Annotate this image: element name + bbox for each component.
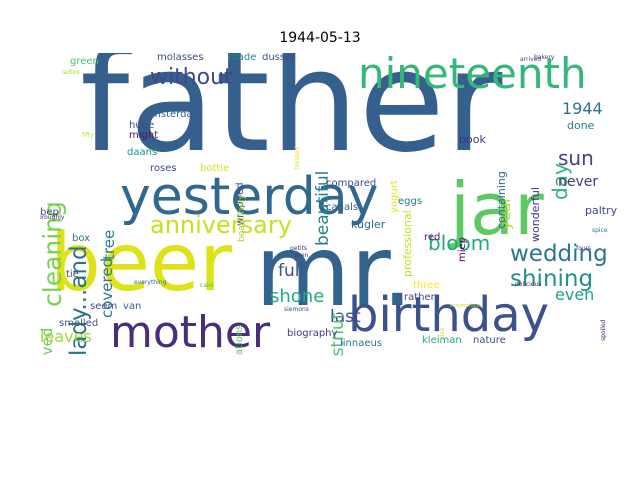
cloud-word: bep xyxy=(40,207,59,218)
cloud-word: rather xyxy=(404,292,435,303)
cloud-word: carnations xyxy=(234,324,245,356)
cloud-word: made xyxy=(228,53,257,63)
cloud-word: professional xyxy=(401,210,414,277)
cloud-word: fours xyxy=(576,245,592,252)
cloud-word: van xyxy=(123,301,142,312)
word-cloud: father beer mr. jar yesterday mother birthday n… xyxy=(40,53,620,356)
cloud-word: never xyxy=(558,174,599,190)
cloud-word: book xyxy=(459,133,486,146)
cloud-word: roses xyxy=(150,163,177,174)
cloud-word: kleiman xyxy=(422,335,462,346)
cloud-word: full xyxy=(278,261,305,281)
cloud-word: canals xyxy=(326,202,359,213)
cloud-word: jar xyxy=(450,167,544,251)
cloud-word: tie xyxy=(66,269,79,280)
cloud-word: arrived xyxy=(520,56,542,63)
cloud-word: red xyxy=(424,232,441,243)
cloud-word: smelled xyxy=(59,318,99,329)
cloud-word: anniversary xyxy=(150,211,292,239)
cloud-word: siemons xyxy=(284,306,309,313)
cloud-word: scrumptious xyxy=(450,303,481,309)
cloud-word: without xyxy=(150,65,233,90)
page-title: 1944-05-13 xyxy=(279,30,361,46)
cloud-word: spoiled xyxy=(600,319,607,342)
cloud-word: thoroughly xyxy=(40,214,65,221)
cloud-word: also xyxy=(439,327,446,340)
cloud-word: huge xyxy=(129,120,155,131)
cloud-word: beautifully xyxy=(237,194,247,243)
cloud-word: cake xyxy=(200,282,214,289)
cloud-word: everything xyxy=(134,279,167,286)
cloud-word: paltry xyxy=(585,204,618,217)
cloud-word: sun xyxy=(558,146,594,170)
cloud-word: delicious xyxy=(515,281,542,288)
cloud-word: mother xyxy=(110,307,271,356)
cloud-word: bakery xyxy=(534,54,555,61)
cloud-word: nature xyxy=(473,335,506,346)
cloud-word: nineteenth xyxy=(358,53,587,98)
cloud-word: petits xyxy=(290,245,307,252)
cloud-word: three xyxy=(413,280,440,291)
cloud-word: amsterdam xyxy=(145,109,203,120)
cloud-word: bloom xyxy=(428,231,491,255)
cloud-word: might xyxy=(129,130,159,141)
cloud-word: men xyxy=(295,252,309,259)
cloud-word: miep xyxy=(457,236,468,262)
cloud-word: birthday xyxy=(348,287,550,343)
cloud-word: bottle xyxy=(200,163,230,174)
cloud-word: beer xyxy=(50,216,233,309)
cloud-word: yesterday xyxy=(120,167,379,227)
cloud-word: biography xyxy=(287,328,338,339)
cloud-word: seem xyxy=(90,301,118,312)
cloud-word: spice xyxy=(592,227,608,234)
cloud-word: last xyxy=(330,307,361,327)
cloud-word: leaves xyxy=(40,327,92,346)
cloud-word: linnaeus xyxy=(340,338,383,349)
cloud-word: ladies xyxy=(62,69,80,76)
cloud-word: green xyxy=(70,56,99,67)
cloud-word: eggs xyxy=(398,196,423,207)
cloud-word: fifty xyxy=(82,132,94,139)
cloud-word: treated xyxy=(294,147,301,170)
cloud-word: mr. xyxy=(255,215,413,329)
cloud-word: containing xyxy=(495,171,508,230)
cloud-word: box xyxy=(72,233,91,244)
cloud-word: shining xyxy=(510,266,594,292)
cloud-word: shone xyxy=(270,286,325,307)
cloud-word: dussel xyxy=(262,53,295,63)
cloud-word: compared xyxy=(326,178,377,189)
cloud-word: done xyxy=(567,119,595,132)
cloud-word: wedding xyxy=(510,241,608,267)
cloud-word: 1944 xyxy=(562,99,603,118)
cloud-word: father xyxy=(80,53,503,184)
cloud-word: wonderful xyxy=(529,187,542,243)
cloud-word: kugler xyxy=(351,218,386,231)
cloud-word: tree xyxy=(100,230,118,261)
cloud-word: daans xyxy=(127,147,158,158)
cloud-word: even xyxy=(555,285,595,304)
cloud-word: molasses xyxy=(157,53,204,63)
